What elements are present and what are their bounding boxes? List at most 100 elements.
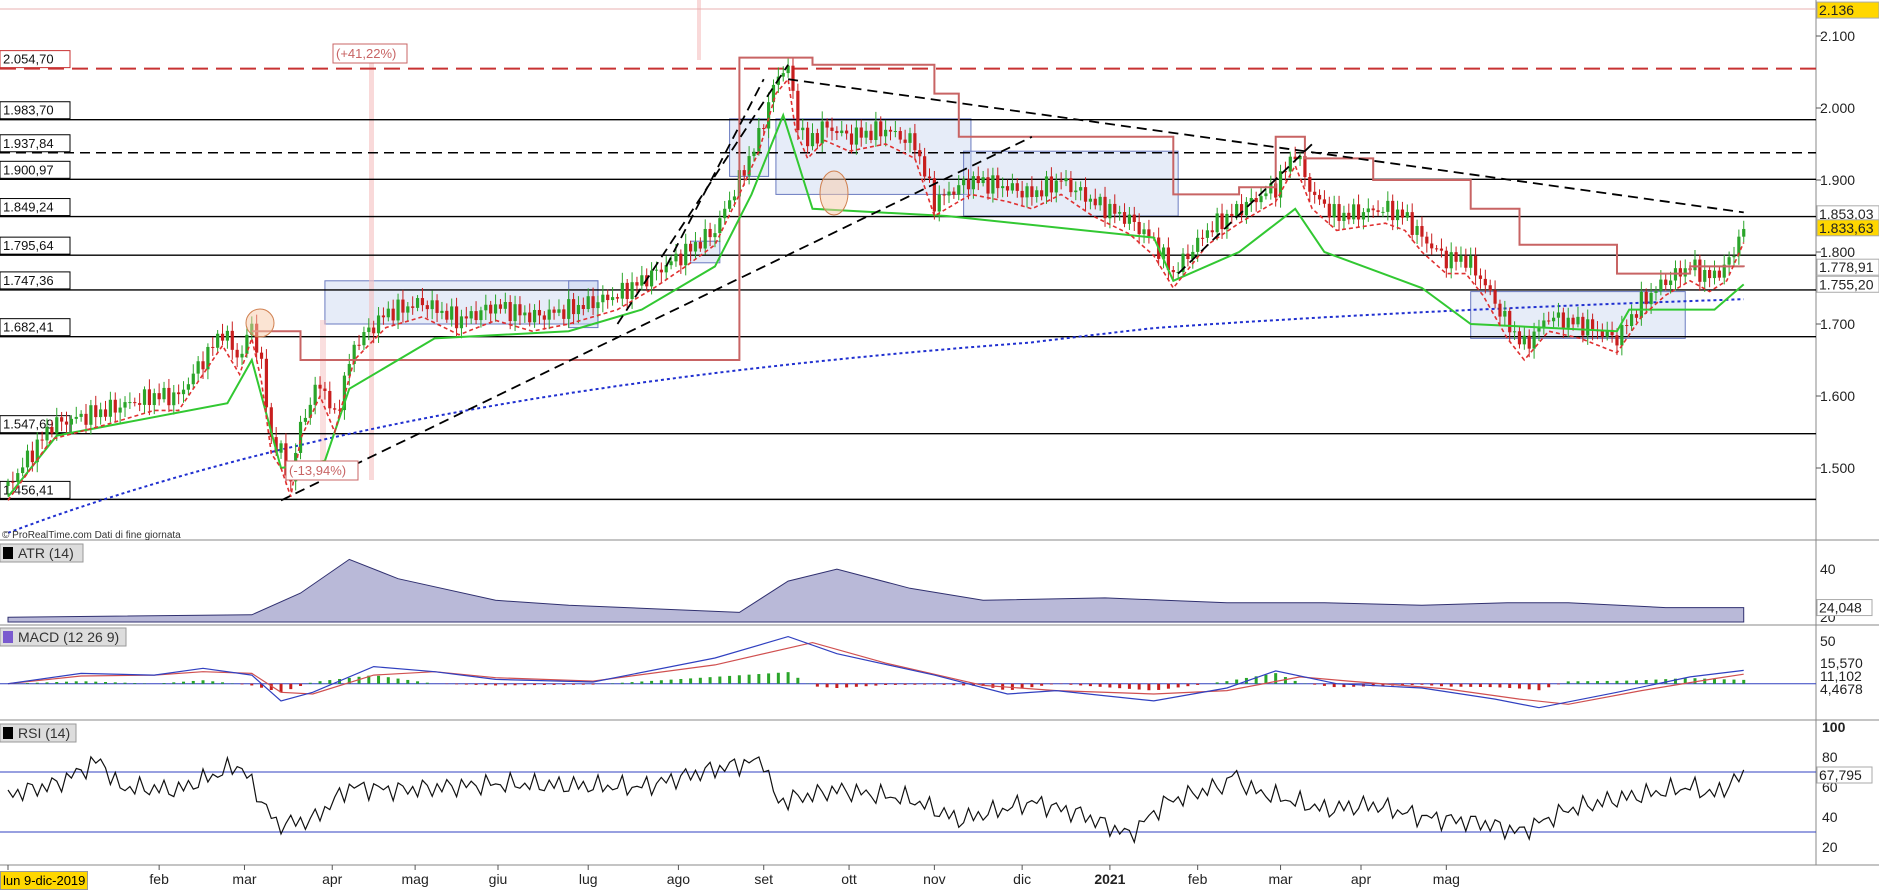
candle-body bbox=[1523, 336, 1526, 345]
histogram-bar bbox=[640, 681, 643, 683]
candle-body bbox=[1386, 201, 1389, 212]
candle-body bbox=[1040, 190, 1043, 196]
candle-body bbox=[504, 302, 507, 309]
histogram-bar bbox=[621, 683, 624, 684]
histogram-bar bbox=[826, 684, 829, 688]
candle-body bbox=[1172, 270, 1175, 272]
candle-body bbox=[1576, 317, 1579, 324]
candle-body bbox=[1337, 204, 1340, 221]
candle-body bbox=[1464, 256, 1467, 268]
candle-body bbox=[513, 304, 516, 321]
histogram-bar bbox=[865, 684, 868, 686]
candle-body bbox=[845, 131, 848, 134]
histogram-bar bbox=[1118, 684, 1121, 688]
candle-body bbox=[143, 389, 146, 405]
histogram-bar bbox=[553, 684, 556, 685]
candle-body bbox=[177, 392, 180, 394]
candle-body bbox=[1367, 208, 1370, 212]
candle-body bbox=[1342, 213, 1345, 221]
y-tick-label: 1.700 bbox=[1820, 316, 1855, 332]
price-badge-label: 1.778,91 bbox=[1819, 259, 1874, 275]
histogram-bar bbox=[1742, 680, 1745, 684]
histogram-bar bbox=[1138, 684, 1141, 690]
candle-body bbox=[1411, 212, 1414, 235]
candle-body bbox=[630, 282, 633, 299]
candle-body bbox=[1025, 186, 1028, 197]
candle-body bbox=[1030, 186, 1033, 197]
candle-body bbox=[1693, 260, 1696, 271]
histogram-bar bbox=[1547, 684, 1550, 688]
candle-body bbox=[84, 414, 87, 425]
level-label: 1.937,84 bbox=[3, 136, 54, 151]
annotation-loss: (-13,94%) bbox=[289, 463, 346, 478]
x-tick-label: feb bbox=[149, 871, 169, 887]
candle-body bbox=[1333, 204, 1336, 217]
x-tick-label: set bbox=[754, 871, 773, 887]
candle-body bbox=[1474, 256, 1477, 276]
candle-body bbox=[16, 473, 19, 482]
histogram-bar bbox=[1069, 684, 1072, 685]
candle-body bbox=[684, 244, 687, 266]
candle-body bbox=[392, 309, 395, 321]
candle-body bbox=[1430, 243, 1433, 248]
candle-body bbox=[972, 176, 975, 189]
x-tick-label: giu bbox=[489, 871, 508, 887]
candle-body bbox=[192, 374, 195, 385]
candle-body bbox=[1669, 281, 1672, 286]
candle-body bbox=[616, 297, 619, 299]
candle-body bbox=[1050, 176, 1053, 192]
candle-body bbox=[1001, 186, 1004, 188]
candle-body bbox=[396, 300, 399, 321]
histogram-bar bbox=[1586, 681, 1589, 684]
histogram-bar bbox=[1498, 684, 1501, 688]
histogram-bar bbox=[1225, 681, 1228, 684]
candle-body bbox=[996, 175, 999, 188]
candle-body bbox=[314, 385, 317, 405]
candle-body bbox=[1362, 212, 1365, 219]
histogram-bar bbox=[660, 680, 663, 683]
level-label: 2.054,70 bbox=[3, 52, 54, 67]
histogram-bar bbox=[85, 681, 88, 683]
histogram-bar bbox=[1050, 684, 1053, 685]
histogram-bar bbox=[504, 684, 507, 686]
histogram-bar bbox=[543, 684, 546, 685]
histogram-bar bbox=[1108, 684, 1111, 688]
candle-body bbox=[1489, 285, 1492, 290]
candle-body bbox=[1518, 331, 1521, 344]
annotation-gain: (+41,22%) bbox=[336, 46, 396, 61]
histogram-bar bbox=[387, 677, 390, 684]
candle-body bbox=[1372, 208, 1375, 210]
candle-body bbox=[153, 393, 156, 405]
histogram-bar bbox=[728, 676, 731, 684]
histogram-bar bbox=[884, 684, 887, 685]
candle-body bbox=[318, 385, 321, 389]
candle-body bbox=[1615, 335, 1618, 345]
candle-body bbox=[918, 150, 921, 156]
x-tick-label: feb bbox=[1188, 871, 1208, 887]
candle-body bbox=[401, 300, 404, 313]
value-badge-label: 67,795 bbox=[1819, 767, 1862, 783]
candle-body bbox=[1425, 237, 1428, 244]
histogram-bar bbox=[377, 676, 380, 684]
x-tick-label: 2021 bbox=[1094, 871, 1125, 887]
macd-line bbox=[8, 637, 1744, 708]
candle-body bbox=[1308, 177, 1311, 192]
histogram-bar bbox=[455, 684, 458, 685]
histogram-bar bbox=[397, 679, 400, 684]
value-badge-label: 4,4678 bbox=[1820, 681, 1863, 697]
panel-title: RSI (14) bbox=[18, 725, 70, 741]
cursor-date-label: lun 9-dic-2019 bbox=[0, 871, 88, 890]
candle-body bbox=[928, 177, 931, 179]
candle-body bbox=[699, 242, 702, 248]
candle-body bbox=[474, 311, 477, 320]
histogram-bar bbox=[757, 674, 760, 684]
level-label: 1.682,41 bbox=[3, 320, 54, 335]
panel-title: ATR (14) bbox=[18, 545, 74, 561]
histogram-bar bbox=[855, 684, 858, 687]
candle-body bbox=[860, 127, 863, 137]
candle-body bbox=[406, 306, 409, 312]
candle-body bbox=[435, 300, 438, 313]
candle-body bbox=[611, 297, 614, 300]
